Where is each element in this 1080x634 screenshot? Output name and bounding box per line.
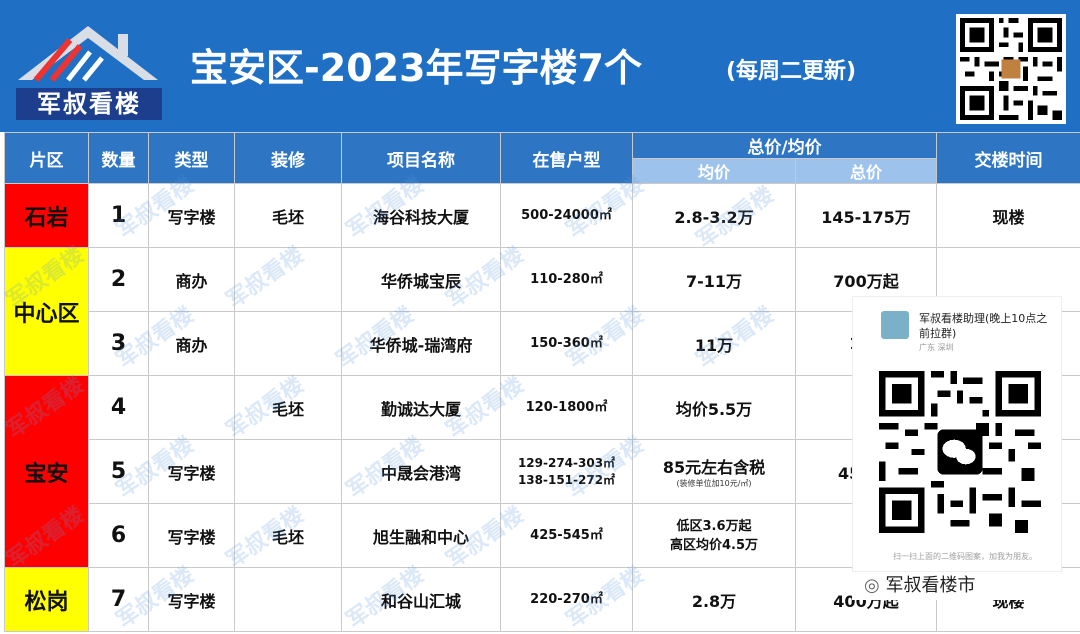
units-cell: 500-24000㎡ [500,183,633,248]
header-delivery: 交楼时间 [936,132,1080,184]
header-decor: 装修 [234,132,342,184]
wechat-contact-card: 军叔看楼助理(晚上10点之前拉群) 广东 深圳 扫一扫上面的二维码图案，加我为朋… [852,296,1062,572]
row-number: 4 [88,375,149,440]
units-cell: 220-270㎡ [500,567,633,632]
row-number: 6 [88,503,149,568]
row-number: 7 [88,567,149,632]
avg-cell: 均价5.5万 [632,375,796,440]
header-price-group: 总价/均价 [632,132,937,159]
type-cell: 商办 [148,247,235,312]
avg-cell: 11万 [632,311,796,376]
total-cell: 145-175万 [795,183,937,248]
units-cell: 110-280㎡ [500,247,633,312]
house-logo-icon [18,26,158,82]
district-cell: 松岗 [4,567,89,632]
header-district: 片区 [4,132,89,184]
avg-cell: 7-11万 [632,247,796,312]
logo: 军叔看楼 [8,18,168,120]
type-cell: 写字楼 [148,567,235,632]
row-number: 2 [88,247,149,312]
type-cell: 商办 [148,311,235,376]
header-units: 在售户型 [500,132,633,184]
footer-brand: ◎ 军叔看楼市 [852,572,1080,600]
avg-note: (装修单位加10元/㎡) [676,478,752,488]
header-project: 项目名称 [341,132,501,184]
district-cell: 石岩 [4,183,89,248]
avatar [881,311,909,339]
avg-line: 低区3.6万起 [676,518,752,534]
units-cell: 150-360㎡ [500,311,633,376]
project-cell: 海谷科技大厦 [341,183,501,248]
header-count: 数量 [88,132,149,184]
decor-cell [234,247,342,312]
type-cell: 写字楼 [148,183,235,248]
project-cell: 华侨城-瑞湾府 [341,311,501,376]
project-cell: 华侨城宝辰 [341,247,501,312]
project-cell: 中晟会港湾 [341,439,501,504]
project-cell: 和谷山汇城 [341,567,501,632]
avg-cell: 低区3.6万起 高区均价4.5万 [632,503,796,568]
footer-brand-text: 军叔看楼市 [885,575,976,596]
contact-location: 广东 深圳 [919,343,954,352]
decor-cell [234,311,342,376]
contact-name: 军叔看楼助理(晚上10点之前拉群) [919,312,1048,340]
type-cell [148,375,235,440]
decor-cell: 毛坯 [234,375,342,440]
type-cell: 写字楼 [148,503,235,568]
decor-cell: 毛坯 [234,503,342,568]
district-cell: 宝安 [4,375,89,568]
row-number: 1 [88,183,149,248]
type-cell: 写字楼 [148,439,235,504]
avg-cell: 2.8万 [632,567,796,632]
district-cell: 中心区 [4,247,89,376]
decor-cell: 毛坯 [234,183,342,248]
wechat-bubble-icon: ◎ [864,575,880,596]
header-banner: 军叔看楼 宝安区-2023年写字楼7个 (每周二更新) [0,0,1080,132]
units-line: 138-151-272㎡ [517,472,616,487]
table-row: 中心区 2 商办 华侨城宝辰 110-280㎡ 7-11万 700万起 [4,247,1080,376]
header-avg: 均价 [632,158,796,184]
units-cell: 120-1800㎡ [500,375,633,440]
units-cell: 425-545㎡ [500,503,633,568]
decor-cell [234,567,342,632]
row-number: 5 [88,439,149,504]
header-total: 总价 [795,158,937,184]
avg-text: 85元左右含税 [662,457,766,477]
logo-text: 军叔看楼 [16,88,162,120]
avg-line: 高区均价4.5万 [669,537,759,553]
wechat-qr-code-icon [879,371,1041,533]
table-row: 石岩 1 写字楼 毛坯 海谷科技大厦 500-24000㎡ 2.8-3.2万 1… [4,183,1080,248]
listing-table: 片区 数量 类型 装修 项目名称 在售户型 总价/均价 交楼时间 均价 总价 石… [4,132,1080,632]
project-cell: 勤诚达大厦 [341,375,501,440]
decor-cell [234,439,342,504]
scan-hint: 扫一扫上面的二维码图案，加我为朋友。 [893,552,1037,561]
project-cell: 旭生融和中心 [341,503,501,568]
header-type: 类型 [148,132,235,184]
units-line: 129-274-303㎡ [517,455,616,470]
delivery-cell: 现楼 [936,183,1080,248]
page-title: 宝安区-2023年写字楼7个 [190,46,642,90]
avg-cell: 85元左右含税 (装修单位加10元/㎡) [632,439,796,504]
avg-cell: 2.8-3.2万 [632,183,796,248]
page-subtitle: (每周二更新) [726,59,857,84]
row-number: 3 [88,311,149,376]
units-cell: 129-274-303㎡ 138-151-272㎡ [500,439,633,504]
qr-code-icon [956,14,1066,124]
